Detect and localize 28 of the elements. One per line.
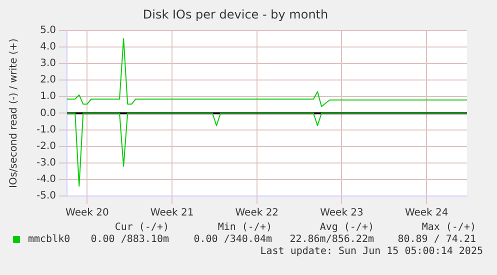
- legend-label: mmcblk0: [28, 234, 70, 245]
- text: 0.00 /340.04m: [194, 234, 272, 245]
- y-tick-label: -2.0: [36, 140, 56, 152]
- text: Cur (-/+): [114, 222, 169, 233]
- text: Avg (-/+): [320, 222, 374, 233]
- y-tick-label: 1.0: [40, 91, 56, 102]
- y-tick-label: 4.0: [40, 42, 56, 53]
- text: Last update: Sun Jun 15 05:00:14 2025: [260, 246, 483, 257]
- y-tick-label: 5.0: [40, 24, 56, 36]
- x-tick-label: Week 23: [320, 208, 364, 219]
- y-tick-label: -5.0: [36, 190, 56, 202]
- y-tick-label: 3.0: [40, 58, 56, 70]
- y-tick-label: -1.0: [36, 124, 56, 136]
- y-tick-label: 0.0: [40, 108, 56, 119]
- text: Max (-/+): [422, 222, 476, 233]
- text: 0.00 /883.10m: [90, 234, 169, 245]
- y-tick-label: -4.0: [36, 174, 56, 186]
- text: Min (-/+): [218, 222, 272, 233]
- text: 22.86m/856.22m: [290, 234, 374, 245]
- x-tick-label: Week 24: [404, 208, 448, 219]
- x-tick-label: Week 20: [66, 208, 109, 219]
- y-tick-label: -3.0: [36, 157, 56, 168]
- chart-title: Disk IOs per device - by month: [142, 7, 328, 22]
- x-tick-label: Week 21: [150, 208, 194, 219]
- x-tick-label: Week 22: [235, 208, 279, 219]
- text: 80.89 / 74.21: [398, 234, 476, 245]
- y-tick-label: 2.0: [40, 74, 56, 86]
- y-axis-title: IOs/second read (-) / write (+): [8, 38, 20, 188]
